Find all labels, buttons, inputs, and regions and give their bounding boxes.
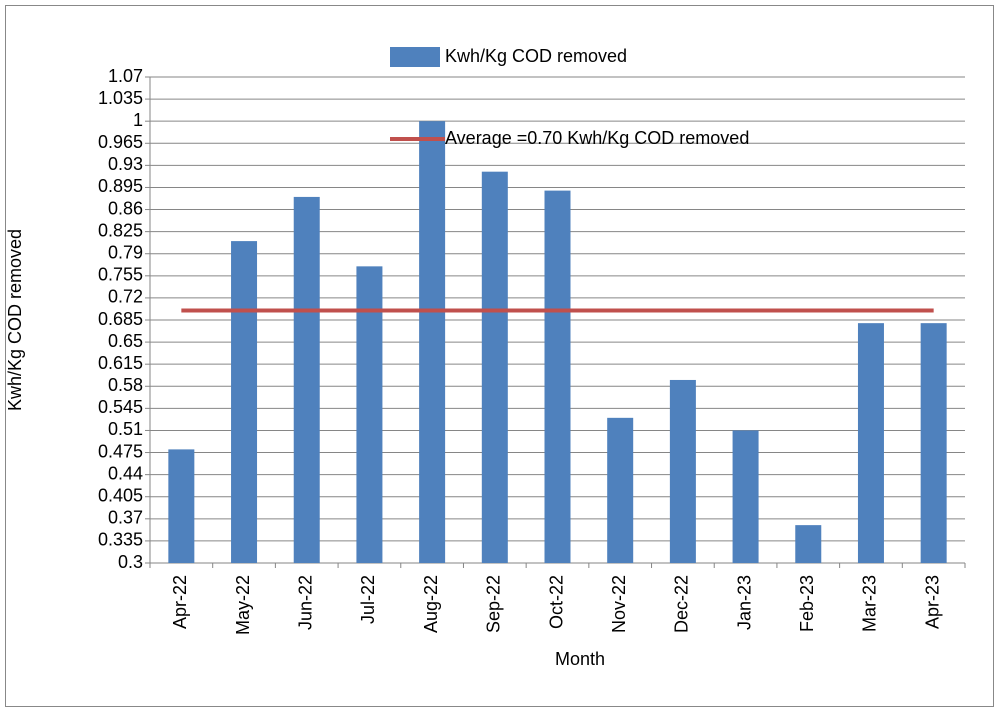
y-tick-label: 1.07 [108,66,143,86]
x-axis-label: Month [555,649,605,669]
bar [356,266,383,563]
y-tick-label: 0.405 [98,485,143,505]
x-tick-label: Oct-22 [546,575,566,629]
y-tick-label: 0.755 [98,265,143,285]
x-tick-label: Jan-23 [734,575,754,630]
y-axis-label: Kwh/Kg COD removed [5,229,25,411]
bar [795,525,822,563]
y-tick-label: 0.965 [98,132,143,152]
bar [168,449,195,563]
bar [419,121,446,563]
x-tick-label: Jun-22 [295,575,315,630]
bar [669,379,696,563]
legend-swatch [390,47,440,67]
legend-label: Average =0.70 Kwh/Kg COD removed [445,128,749,148]
y-tick-label: 0.3 [118,552,143,572]
legend-label: Kwh/Kg COD removed [445,46,627,66]
x-tick-label: Sep-22 [484,575,504,633]
y-tick-label: 0.58 [108,375,143,395]
x-tick-label: Apr-23 [922,575,942,629]
x-tick-label: Aug-22 [421,575,441,633]
y-tick-label: 0.37 [108,508,143,528]
x-tick-label: May-22 [233,575,253,635]
bar [857,323,884,563]
y-tick-label: 0.44 [108,463,143,483]
bar [293,196,320,564]
bar [481,171,508,563]
x-tick-label: Nov-22 [609,575,629,633]
x-tick-label: Mar-23 [860,575,880,632]
y-tick-label: 1.035 [98,88,143,108]
y-tick-label: 0.93 [108,154,143,174]
y-tick-label: 0.685 [98,309,143,329]
bar [231,241,258,564]
bar [732,430,759,563]
y-tick-label: 0.545 [98,397,143,417]
x-tick-label: Feb-23 [797,575,817,632]
bar [920,323,947,563]
y-tick-label: 0.51 [108,419,143,439]
y-tick-label: 0.825 [98,220,143,240]
bar [544,190,571,563]
x-tick-label: Dec-22 [672,575,692,633]
y-tick-label: 0.475 [98,441,143,461]
y-tick-label: 0.895 [98,176,143,196]
y-tick-label: 0.335 [98,530,143,550]
y-tick-label: 0.86 [108,198,143,218]
y-tick-label: 0.72 [108,287,143,307]
y-tick-label: 1 [133,110,143,130]
x-tick-label: Jul-22 [358,575,378,624]
y-tick-label: 0.79 [108,242,143,262]
bar [607,417,634,563]
x-tick-label: Apr-22 [170,575,190,629]
y-tick-label: 0.615 [98,353,143,373]
y-tick-label: 0.65 [108,331,143,351]
